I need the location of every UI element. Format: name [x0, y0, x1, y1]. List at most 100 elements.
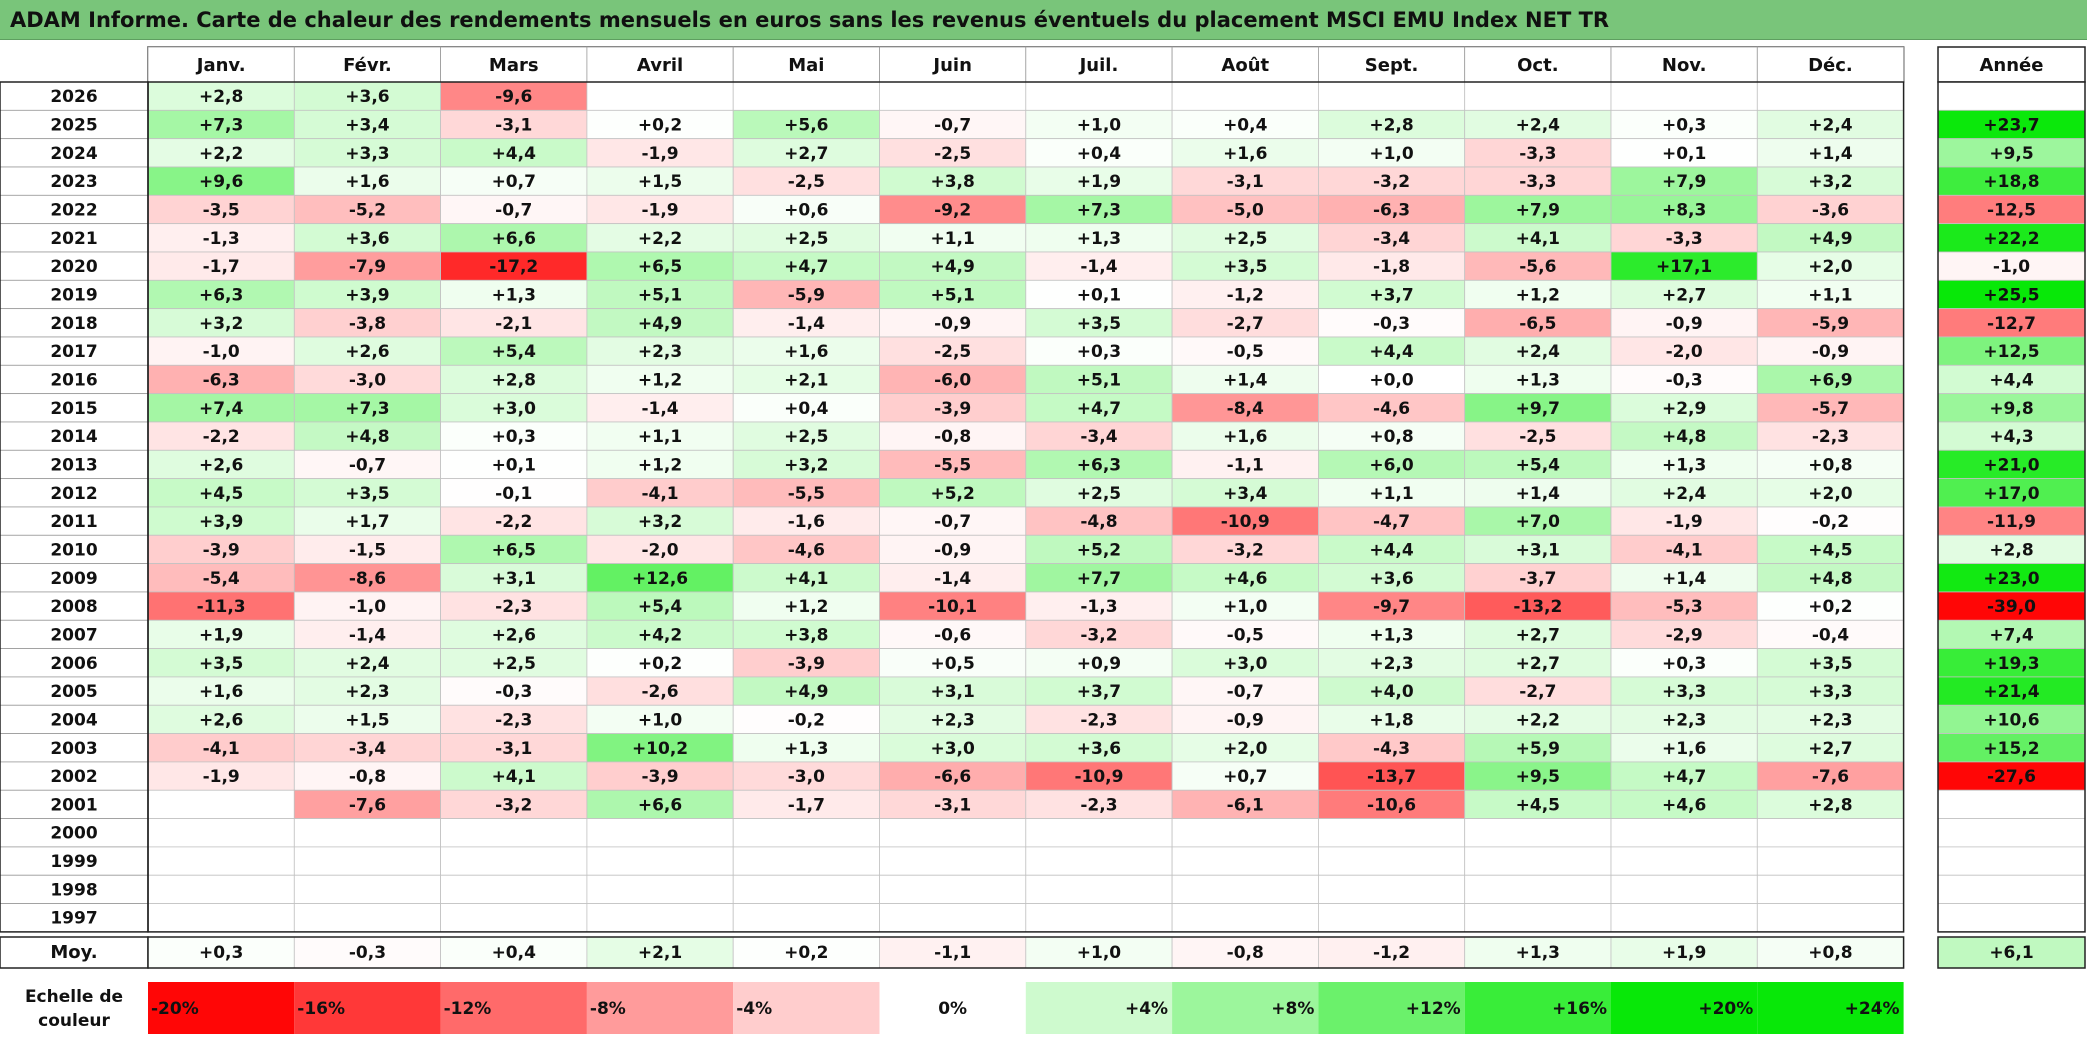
- heatmap-cell: [1025, 874, 1173, 904]
- heatmap-cell-value: -0,7: [934, 115, 971, 135]
- heatmap-cell-value: -2,3: [1080, 710, 1117, 730]
- heatmap-cell-value: -3,2: [495, 795, 532, 815]
- heatmap-cell-value: +2,5: [492, 654, 536, 674]
- heatmap-cell-value: +7,9: [1662, 172, 1706, 192]
- year-label-cell: [0, 704, 149, 734]
- heatmap-cell: [1610, 761, 1758, 791]
- heatmap-cell-value: +1,8: [1369, 710, 1413, 730]
- heatmap-cell: [147, 166, 295, 196]
- heatmap-cell: [147, 676, 295, 706]
- heatmap-cell-value: -0,9: [934, 540, 971, 560]
- month-header-cell: [732, 46, 880, 83]
- heatmap-cell: [440, 903, 588, 933]
- heatmap-cell-value: -5,9: [1812, 314, 1849, 334]
- heatmap-cell: [147, 619, 295, 650]
- heatmap-cell: [1756, 676, 1905, 706]
- heatmap-cell-value: -1,4: [934, 569, 971, 589]
- heatmap-cell: [1610, 506, 1758, 536]
- heatmap-cell-value: +6,5: [492, 540, 536, 560]
- heatmap-cell: [586, 903, 734, 933]
- heatmap-cell: [879, 534, 1027, 565]
- heatmap-cell-value: +4,1: [1516, 229, 1560, 249]
- heatmap-cell: [1025, 903, 1173, 933]
- heatmap-cell-value: -3,7: [1519, 569, 1556, 589]
- heatmap-cell-value: +0,3: [492, 427, 536, 447]
- month-header-label: Juil.: [1078, 55, 1119, 76]
- heatmap-cell: [440, 336, 588, 366]
- heatmap-cell: [732, 364, 880, 395]
- heatmap-cell-value: +3,8: [784, 625, 828, 645]
- heatmap-cell: [147, 109, 295, 140]
- heatmap-cell-value: +1,3: [1369, 625, 1413, 645]
- heatmap-cell: [1318, 874, 1466, 904]
- year-label: 2006: [50, 654, 97, 674]
- annual-header-cell: [1937, 46, 2086, 83]
- month-header-cell: [1171, 46, 1319, 83]
- heatmap-cell: [1025, 449, 1173, 480]
- heatmap-cell-value: +2,5: [784, 427, 828, 447]
- year-label-cell: [0, 619, 149, 650]
- annual-cell-value: -1,0: [1993, 257, 2030, 277]
- heatmap-cell: [147, 818, 295, 848]
- heatmap-cell: [1171, 393, 1319, 423]
- heatmap-cell-value: +2,6: [199, 710, 243, 730]
- heatmap-cell-value: +4,0: [1369, 682, 1414, 702]
- annual-cell-value: +18,8: [1983, 172, 2039, 192]
- heatmap-cell: [732, 903, 880, 933]
- heatmap-cell: [879, 591, 1027, 621]
- year-label-cell: [0, 279, 149, 310]
- heatmap-cell: [1756, 223, 1905, 253]
- heatmap-cell: [586, 846, 734, 876]
- heatmap-cell-value: +2,9: [1662, 399, 1706, 419]
- heatmap-cell-value: -4,8: [1080, 512, 1117, 532]
- average-row-border: [147, 936, 1905, 969]
- heatmap-cell: [1610, 733, 1758, 763]
- heatmap-cell: [1756, 506, 1905, 536]
- annual-cell: [1937, 223, 2086, 253]
- heatmap-cell-value: +3,0: [930, 739, 975, 759]
- heatmap-cell: [1025, 279, 1173, 310]
- heatmap-cell-value: -3,0: [349, 370, 386, 390]
- heatmap-cell: [293, 109, 441, 140]
- heatmap-cell: [732, 676, 880, 706]
- heatmap-cell: [1464, 704, 1612, 734]
- heatmap-cell: [1318, 818, 1466, 848]
- color-scale-swatch: [1318, 982, 1465, 1034]
- heatmap-cell-value: +4,8: [1662, 427, 1706, 447]
- heatmap-cell-value: -0,3: [1666, 370, 1703, 390]
- heatmap-cell-value: +2,3: [1808, 710, 1852, 730]
- year-label: 2014: [50, 427, 97, 447]
- heatmap-cell: [1025, 81, 1173, 111]
- annual-cell-value: -11,9: [1987, 512, 2036, 532]
- annual-cell-value: +4,4: [1989, 370, 2034, 390]
- heatmap-cell-value: -3,8: [349, 314, 386, 334]
- heatmap-cell: [293, 818, 441, 848]
- heatmap-cell: [879, 506, 1027, 536]
- heatmap-cell-value: +3,7: [1077, 682, 1121, 702]
- heatmap-cell: [879, 874, 1027, 904]
- heatmap-cell: [732, 336, 880, 366]
- heatmap-cell: [586, 733, 734, 763]
- heatmap-cell-value: +0,8: [1369, 427, 1413, 447]
- heatmap-cell-value: +1,4: [1516, 484, 1561, 504]
- heatmap-cell-value: +3,6: [1369, 569, 1413, 589]
- annual-cell: [1937, 874, 2086, 904]
- heatmap-cell-value: +2,0: [1808, 257, 1853, 277]
- heatmap-cell: [1025, 761, 1173, 791]
- heatmap-cell: [293, 421, 441, 451]
- heatmap-cell: [879, 364, 1027, 395]
- heatmap-cell: [1610, 223, 1758, 253]
- year-label-cell: [0, 421, 149, 451]
- heatmap-cell: [1171, 874, 1319, 904]
- heatmap-cell: [293, 81, 441, 111]
- heatmap-cell-value: -4,1: [203, 739, 240, 759]
- heatmap-cell: [1025, 308, 1173, 338]
- heatmap-cell: [732, 818, 880, 848]
- annual-cell: [1937, 789, 2086, 819]
- heatmap-cell: [1464, 761, 1612, 791]
- heatmap-cell-value: -1,1: [1227, 455, 1264, 475]
- heatmap-cell-value: +1,1: [1369, 484, 1413, 504]
- heatmap-cell-value: -3,9: [203, 540, 240, 560]
- heatmap-cell-value: +2,0: [1808, 484, 1853, 504]
- heatmap-cell: [1610, 478, 1758, 508]
